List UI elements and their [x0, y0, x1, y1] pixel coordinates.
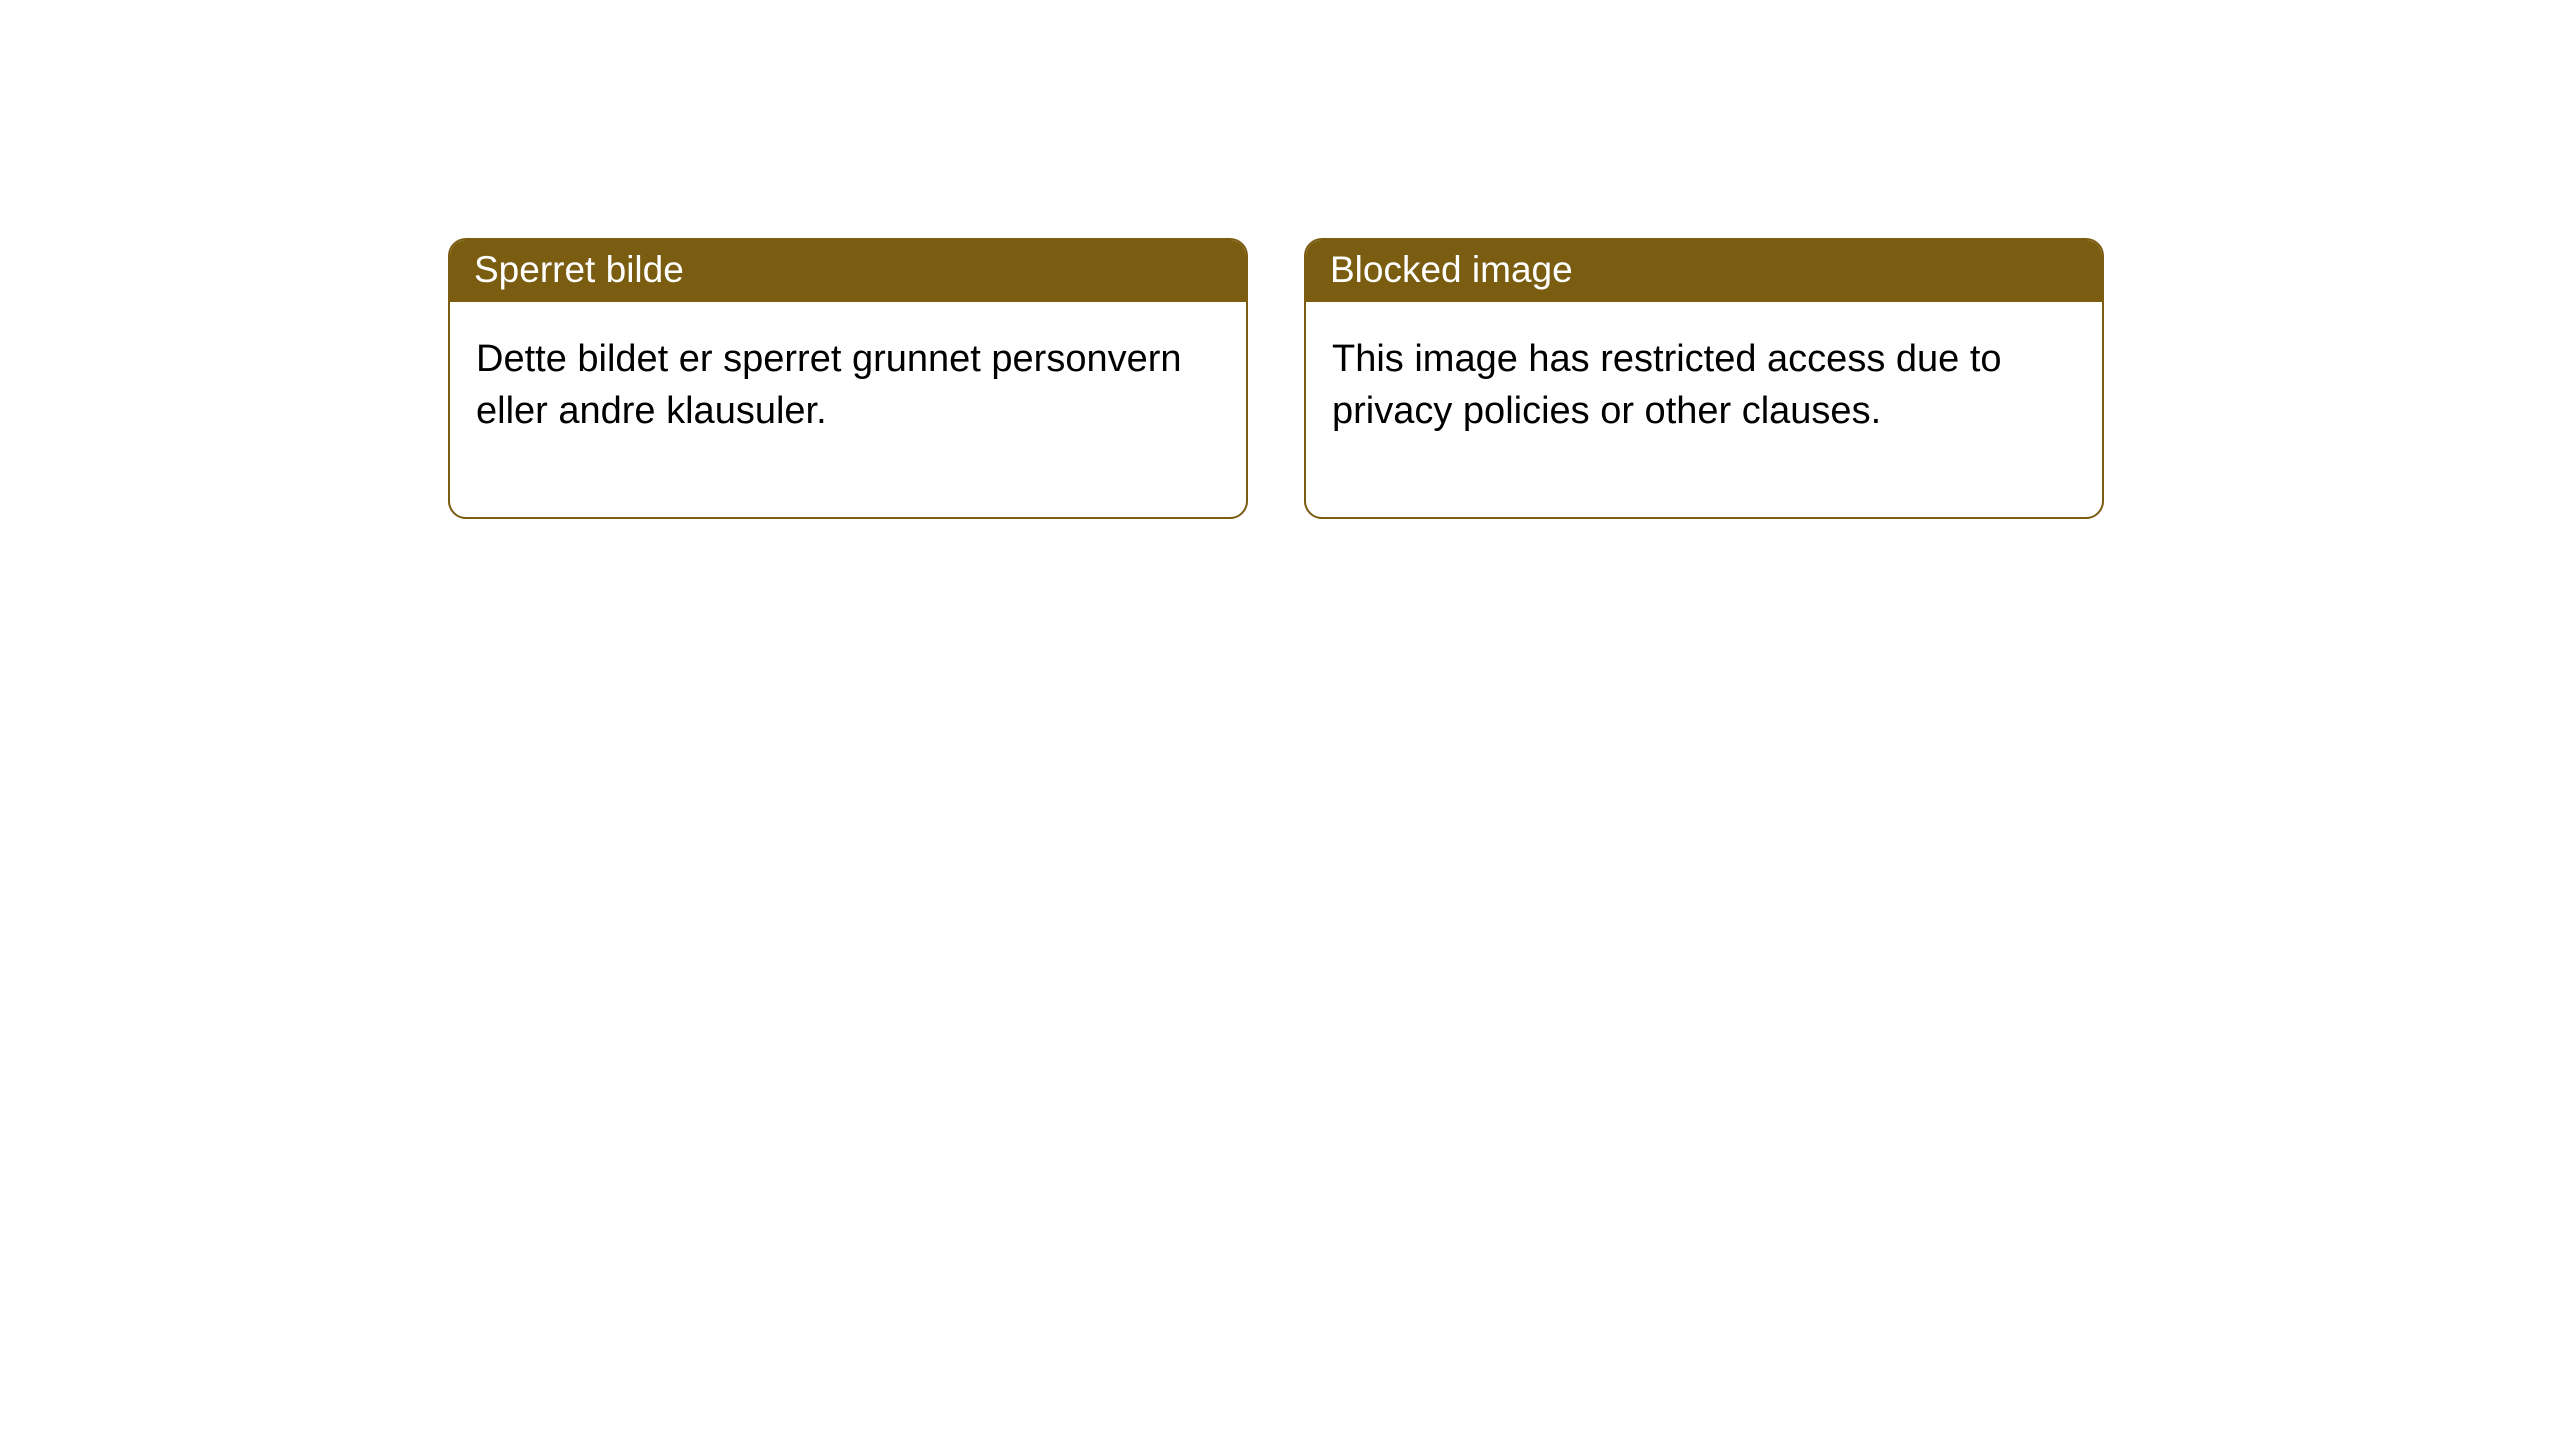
notice-body-en: This image has restricted access due to … [1306, 302, 2102, 517]
notice-card-en: Blocked image This image has restricted … [1304, 238, 2104, 519]
notice-header-no: Sperret bilde [450, 240, 1246, 302]
notice-container: Sperret bilde Dette bildet er sperret gr… [0, 0, 2560, 519]
notice-header-en: Blocked image [1306, 240, 2102, 302]
notice-card-no: Sperret bilde Dette bildet er sperret gr… [448, 238, 1248, 519]
notice-body-no: Dette bildet er sperret grunnet personve… [450, 302, 1246, 517]
